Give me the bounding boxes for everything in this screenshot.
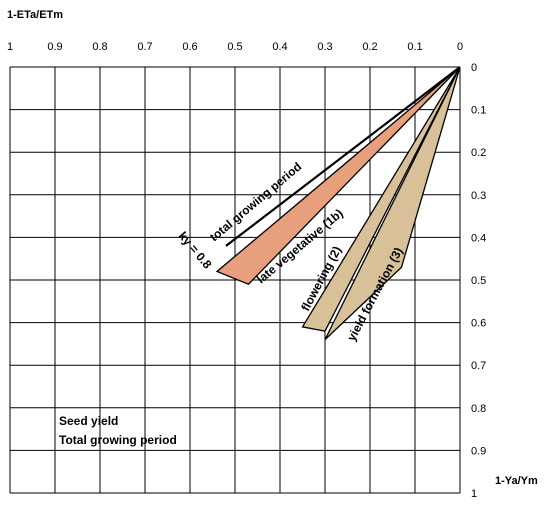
- x-tick-label: 0.5: [227, 41, 242, 53]
- x-tick-label: 0.6: [182, 41, 197, 53]
- x-tick-label: 0.1: [407, 41, 422, 53]
- y-tick-label: 0.4: [471, 232, 486, 244]
- series-flowering-2: [301, 66, 461, 332]
- note-line-1: Seed yield: [59, 414, 118, 428]
- y-tick-label: 0.7: [471, 360, 486, 372]
- chart-note: Seed yield Total growing period: [59, 414, 177, 447]
- series-total-growing-period: [225, 66, 461, 247]
- y-tick-label: 0.3: [471, 190, 486, 202]
- y-tick-label: 0.1: [471, 105, 486, 117]
- x-tick-label: 0.2: [362, 41, 377, 53]
- series-yield-formation-3: [324, 66, 461, 341]
- y-tick-label: 0: [471, 62, 477, 74]
- x-tick-label: 0.3: [317, 41, 332, 53]
- y-tick-label: 1: [471, 488, 477, 500]
- chart-grid: [9, 66, 461, 494]
- x-tick-label: 0.7: [137, 41, 152, 53]
- x-axis-title: 1-ETa/ETm: [7, 9, 63, 21]
- y-tick-label: 0.2: [471, 147, 486, 159]
- chart-series: [215, 66, 461, 341]
- x-tick-label: 0.4: [272, 41, 287, 53]
- x-tick-label: 0: [457, 41, 463, 53]
- y-tick-label: 0.8: [471, 403, 486, 415]
- y-tick-label: 0.5: [471, 275, 486, 287]
- x-tick-label: 0.9: [47, 41, 62, 53]
- x-tick-label: 0.8: [92, 41, 107, 53]
- y-tick-label: 0.6: [471, 318, 486, 330]
- series-late-vegetative-1b: [215, 66, 461, 286]
- y-axis-title: 1-Ya/Ym: [495, 475, 538, 487]
- note-line-2: Total growing period: [59, 433, 177, 447]
- x-tick-label: 1: [7, 41, 13, 53]
- y-tick-label: 0.9: [471, 445, 486, 457]
- chart-ticks: 1 0.9 0.8 0.7 0.6 0.5 0.4 0.3 0.2 0.1 00 0.1 0.2 0.3 0…: [7, 41, 486, 500]
